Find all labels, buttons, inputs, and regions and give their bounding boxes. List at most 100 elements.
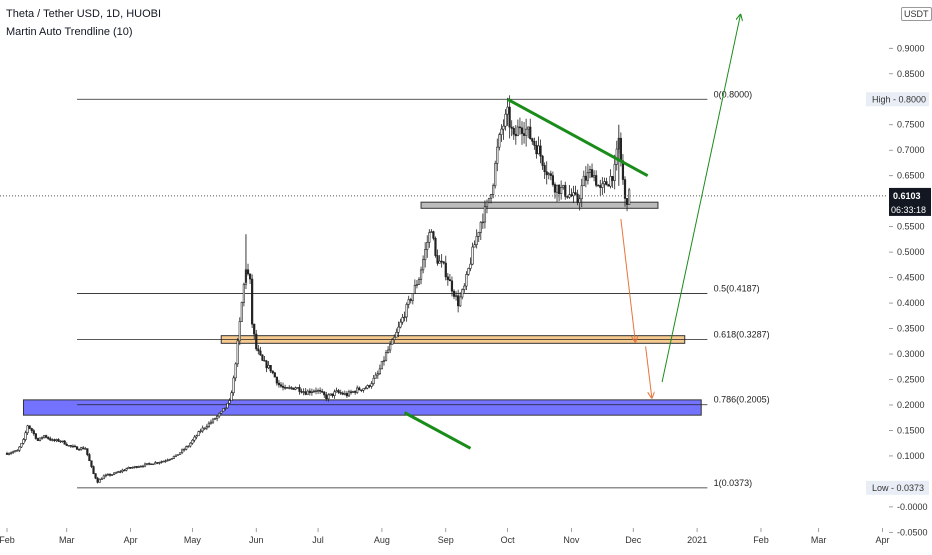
candle-body-294 bbox=[611, 176, 614, 181]
candle-body-56 bbox=[121, 469, 124, 472]
indicator-title[interactable]: Martin Auto Trendline (10) bbox=[6, 26, 133, 38]
candle-body-89 bbox=[189, 442, 192, 447]
candle-body-92 bbox=[195, 435, 198, 438]
candle-body-12 bbox=[30, 428, 33, 431]
candle-body-61 bbox=[131, 467, 134, 469]
candle-body-125 bbox=[263, 360, 266, 362]
time-tick-label-8: Oct bbox=[501, 535, 516, 545]
candle-body-139 bbox=[292, 387, 295, 390]
candle-body-122 bbox=[257, 348, 260, 352]
candle-body-135 bbox=[283, 387, 287, 389]
candle-body-82 bbox=[174, 454, 178, 457]
candle-body-81 bbox=[172, 456, 175, 459]
candle-body-52 bbox=[113, 472, 116, 475]
candle-body-113 bbox=[238, 321, 241, 342]
price-tick-label-9: 0.3500 bbox=[897, 324, 925, 334]
candle-body-111 bbox=[234, 363, 237, 379]
candle-body-204 bbox=[426, 242, 429, 250]
candle-body-19 bbox=[45, 435, 48, 438]
candle-body-208 bbox=[434, 238, 437, 256]
candle-body-189 bbox=[395, 332, 398, 338]
candle-body-120 bbox=[253, 323, 256, 335]
candle-body-126 bbox=[265, 360, 268, 369]
candle-body-140 bbox=[294, 387, 297, 390]
candle-body-172 bbox=[360, 389, 363, 391]
candle-body-127 bbox=[267, 365, 270, 369]
time-axis[interactable]: Feb Mar Apr May Jun Jul Aug Sep Oct Nov Dec 2021 Feb… bbox=[0, 528, 890, 545]
candle-body-292 bbox=[607, 184, 610, 187]
candle-body-193 bbox=[403, 316, 406, 319]
candle-body-80 bbox=[170, 457, 173, 460]
price-axis[interactable]: 0.9000 0.8500 0.7500 0.7000 0.6500 0.5500 0.50… bbox=[866, 43, 931, 537]
candle-body-281 bbox=[584, 175, 587, 181]
symbol-title[interactable]: Theta / Tether USD, 1D, HUOBI bbox=[6, 8, 162, 20]
candle-body-42 bbox=[92, 466, 95, 474]
price-tick-label-16: -0.0500 bbox=[897, 527, 928, 537]
time-tick-label-0: Feb bbox=[0, 535, 15, 545]
candle-body-53 bbox=[115, 472, 118, 474]
candle-body-112 bbox=[236, 340, 239, 365]
candle-body-34 bbox=[75, 446, 79, 450]
candle-body-86 bbox=[183, 448, 186, 451]
candle-body-79 bbox=[168, 458, 171, 461]
candle-body-181 bbox=[378, 368, 381, 375]
candle-body-35 bbox=[78, 449, 81, 451]
candle-body-221 bbox=[461, 289, 464, 298]
candle-body-220 bbox=[459, 296, 462, 307]
candle-body-119 bbox=[251, 278, 254, 325]
candle-body-256 bbox=[533, 141, 536, 146]
candle-body-250 bbox=[520, 127, 524, 134]
candle-body-217 bbox=[452, 290, 456, 297]
candle-body-290 bbox=[603, 181, 606, 185]
fib-label-3: 0.786(0.2005) bbox=[714, 395, 770, 405]
candle-body-192 bbox=[401, 317, 404, 323]
candle-body-54 bbox=[117, 471, 120, 473]
candle-body-157 bbox=[329, 393, 332, 396]
currency-badge[interactable]: USDT bbox=[901, 7, 932, 21]
candle-body-188 bbox=[393, 336, 396, 340]
candle-body-70 bbox=[150, 463, 153, 465]
candle-body-161 bbox=[337, 390, 340, 393]
candle-body-2 bbox=[10, 452, 13, 454]
tag-last-bg bbox=[889, 187, 931, 216]
price-tick-label-2: 0.7500 bbox=[897, 120, 925, 130]
candle-body-171 bbox=[358, 387, 361, 391]
candle-body-280 bbox=[582, 175, 585, 187]
candle-body-283 bbox=[588, 169, 592, 173]
candle-body-51 bbox=[110, 474, 114, 476]
candle-body-209 bbox=[436, 255, 439, 264]
candle-body-167 bbox=[349, 391, 353, 393]
time-tick-label-11: 2021 bbox=[687, 535, 707, 545]
candle-body-60 bbox=[129, 467, 132, 469]
candle-body-230 bbox=[479, 221, 482, 233]
candle-body-195 bbox=[407, 299, 410, 305]
candle-body-187 bbox=[391, 339, 394, 345]
candle-body-137 bbox=[288, 387, 291, 389]
candle-body-271 bbox=[564, 185, 567, 197]
candle-body-36 bbox=[80, 447, 83, 450]
fib-label-2: 0.618(0.3287) bbox=[714, 329, 770, 339]
candle-body-197 bbox=[411, 293, 414, 301]
candle-body-263 bbox=[547, 173, 550, 176]
candle-body-270 bbox=[562, 185, 565, 188]
candle-body-241 bbox=[502, 125, 505, 130]
candle-body-136 bbox=[286, 387, 289, 389]
price-tick-label-5: 0.5500 bbox=[897, 222, 925, 232]
candle-body-4 bbox=[14, 450, 17, 453]
candle-body-101 bbox=[213, 418, 217, 420]
time-tick-label-3: May bbox=[184, 535, 202, 545]
fib-label-0: 0(0.8000) bbox=[714, 89, 753, 99]
candle-body-73 bbox=[156, 462, 159, 464]
candle-body-298 bbox=[619, 137, 622, 162]
candle-body-96 bbox=[203, 427, 206, 430]
candle-body-200 bbox=[417, 278, 421, 285]
candle-body-143 bbox=[300, 391, 303, 393]
candle-body-102 bbox=[216, 415, 219, 419]
candle-body-231 bbox=[481, 221, 484, 224]
candle-body-8 bbox=[22, 439, 25, 444]
candle-body-69 bbox=[148, 463, 151, 465]
candle-body-194 bbox=[405, 304, 408, 318]
candle-body-169 bbox=[354, 391, 357, 393]
